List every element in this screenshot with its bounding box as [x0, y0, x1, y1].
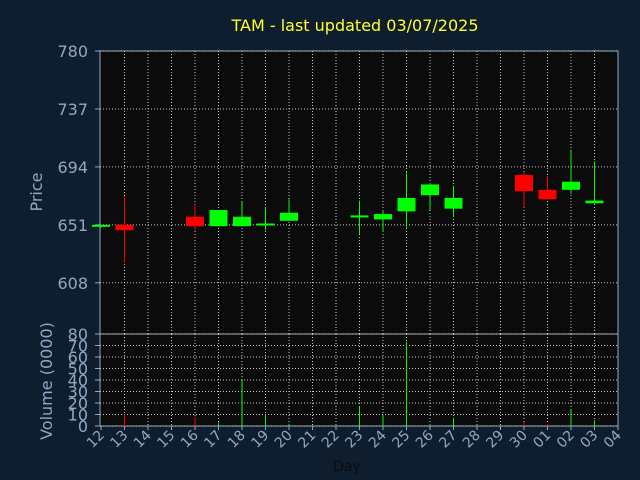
x-tick-label: 04 [601, 427, 625, 451]
price-tick-label: 737 [57, 100, 88, 119]
x-tick-label: 14 [131, 427, 155, 451]
candle-20 [280, 199, 298, 221]
candle-27 [444, 185, 463, 217]
price-tick-label: 694 [57, 158, 88, 177]
x-tick-label: 28 [460, 428, 484, 452]
x-tick-label: 15 [154, 428, 178, 452]
volume-tick-label: 50 [68, 360, 88, 379]
candle-body [421, 184, 439, 196]
volume-tick-label: 40 [68, 371, 88, 390]
price-tick-label: 608 [57, 274, 88, 293]
candle-body [115, 224, 134, 231]
candle-body [209, 210, 228, 227]
x-tick-label: 02 [554, 428, 578, 452]
chart-title: TAM - last updated 03/07/2025 [230, 16, 478, 35]
x-tick-label: 25 [389, 428, 413, 452]
candle-02 [562, 150, 580, 194]
candle-body [538, 189, 557, 200]
volume-tick-label: 0 [78, 417, 88, 436]
volume-bars [100, 342, 595, 426]
candle-13 [115, 196, 134, 263]
candle-body [186, 216, 204, 227]
volume-tick-label: 10 [68, 406, 88, 425]
candle-body [444, 197, 463, 209]
candle-body [256, 223, 275, 226]
candle-26 [421, 183, 439, 211]
candle-23 [350, 200, 369, 235]
x-tick-label: 23 [342, 428, 366, 452]
x-tick-label: 18 [225, 428, 249, 452]
x-tick-label: 21 [295, 428, 319, 452]
price-axis-label: Price [27, 172, 46, 211]
candle-body [350, 215, 369, 218]
x-tick-label: 20 [272, 428, 296, 452]
x-tick-label: 26 [413, 427, 437, 451]
candle-01 [538, 176, 557, 200]
x-tick-label: 17 [201, 428, 225, 452]
x-tick-label: 03 [577, 428, 601, 452]
price-tick-label: 651 [57, 216, 88, 235]
candle-24 [374, 210, 392, 232]
candle-25 [397, 172, 416, 228]
candle-19 [256, 207, 275, 231]
candle-body [233, 216, 251, 227]
x-tick-label: 27 [436, 428, 460, 452]
candles [92, 150, 604, 263]
volume-tick-label: 20 [68, 394, 88, 413]
x-tick-label: 16 [178, 427, 202, 451]
candle-18 [233, 201, 251, 227]
candle-17 [209, 210, 228, 227]
candle-body [374, 214, 392, 220]
x-tick-label: 22 [319, 428, 343, 452]
volume-axis-label: Volume (0000) [37, 322, 56, 440]
candle-16 [186, 203, 204, 231]
x-tick-label: 24 [366, 427, 390, 451]
candle-body [515, 174, 533, 192]
x-tick-label: 29 [483, 428, 507, 452]
candle-body [397, 197, 416, 212]
x-tick-label: 19 [248, 428, 272, 452]
candle-body [280, 212, 298, 221]
volume-tick-label: 80 [68, 325, 88, 344]
volume-tick-label: 70 [68, 337, 88, 356]
x-tick-label: 30 [507, 428, 531, 452]
volume-tick-label: 60 [68, 348, 88, 367]
price-y-ticks: 608 651 694 737 780 [57, 42, 100, 293]
volume-tick-label: 30 [68, 383, 88, 402]
x-axis-label: Day [333, 459, 361, 475]
candle-body [585, 200, 604, 204]
x-tick-label: 13 [107, 428, 131, 452]
x-tick-label: 01 [530, 428, 554, 452]
candle-03 [585, 161, 604, 204]
x-ticks: 12 13 14 15 16 17 18 19 20 21 22 23 24 25 26 27 28 29 30 01… [84, 426, 625, 451]
price-tick-label: 780 [57, 42, 88, 61]
candle-12 [92, 224, 110, 228]
candle-body [562, 181, 580, 190]
candle-30 [515, 172, 533, 208]
candle-body [92, 224, 110, 227]
